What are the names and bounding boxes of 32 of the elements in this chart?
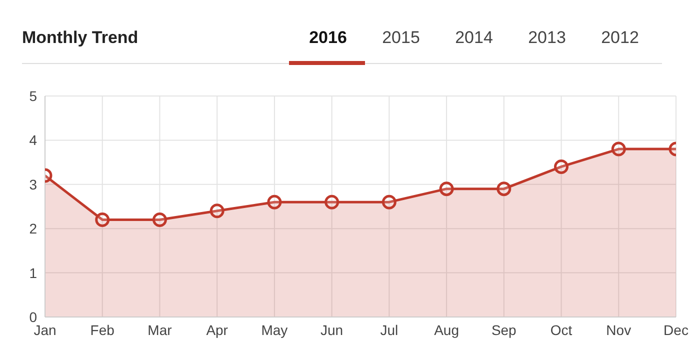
text: 2013	[527, 28, 567, 48]
x-tick-label: Dec	[664, 322, 688, 338]
x-tick-label: Oct	[550, 322, 572, 338]
x-tick-label: Mar	[148, 322, 172, 338]
point	[439, 182, 454, 196]
chart-title: Monthly Trend	[22, 28, 138, 48]
text: 2016	[308, 28, 348, 48]
y-tick-label: 4	[29, 132, 38, 148]
x-tick-label: Jun	[320, 322, 344, 338]
y-tick-label: 1	[29, 264, 38, 281]
y-tick-label: 2	[29, 220, 38, 237]
y-tick-label: 5	[29, 88, 38, 104]
x-tick-label: May	[261, 322, 288, 338]
point	[496, 182, 512, 196]
point	[611, 142, 626, 156]
point	[554, 159, 569, 174]
y-tick-label: 3	[29, 176, 38, 192]
text: 2012	[600, 28, 640, 48]
x-tick-label: Apr	[206, 322, 228, 338]
point	[210, 204, 224, 218]
point	[95, 212, 110, 228]
x-tick-label: Nov	[606, 322, 632, 338]
point	[324, 194, 340, 210]
point	[382, 194, 396, 210]
text: 2015	[381, 28, 421, 48]
text: 2014	[454, 28, 494, 48]
point	[267, 194, 282, 210]
point	[152, 212, 167, 228]
x-tick-label: Jul	[380, 322, 398, 338]
x-tick-label: Aug	[434, 322, 460, 338]
x-tick-label: Feb	[90, 322, 115, 338]
x-tick-label: Sep	[491, 322, 517, 338]
